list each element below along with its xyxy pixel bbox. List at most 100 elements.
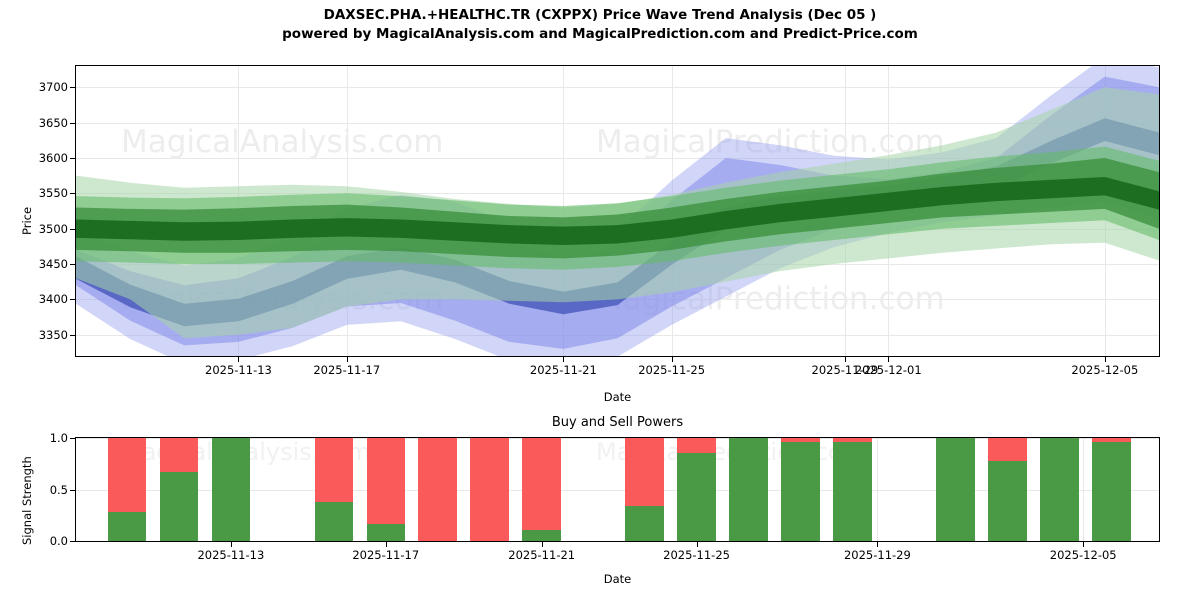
buy-power-bar (677, 453, 716, 541)
signal-bar (418, 438, 457, 541)
buy-power-bar (522, 529, 561, 541)
price-xtick-mark (888, 357, 890, 362)
signal-bar (470, 438, 509, 541)
price-xtick-label: 2025-11-25 (638, 363, 706, 377)
signal-gridline (76, 438, 1159, 439)
signal-xtick-label: 2025-11-21 (508, 548, 576, 562)
signal-ytick-label: 1.0 (49, 431, 68, 445)
buy-power-bar (936, 438, 975, 541)
buy-power-bar (781, 442, 820, 541)
price-ytick-label: 3550 (38, 186, 68, 201)
price-xtick-label: 2025-11-17 (313, 363, 381, 377)
signal-bar (522, 438, 561, 541)
price-xtick-mark (844, 357, 846, 362)
price-ytick-mark (70, 228, 75, 230)
signal-vgridline (877, 438, 879, 541)
price-ytick-label: 3700 (38, 80, 68, 95)
signal-bar (159, 438, 199, 541)
buy-power-bar (107, 512, 147, 541)
price-ytick-label: 3350 (38, 327, 68, 342)
signal-bar (107, 438, 147, 541)
price-xtick-mark (238, 357, 240, 362)
price-xtick-mark (563, 357, 565, 362)
price-ytick-label: 3600 (38, 150, 68, 165)
signal-xtick-mark (385, 542, 387, 547)
buy-power-bar (211, 438, 251, 541)
price-gridline (76, 157, 1159, 159)
sell-power-bar (418, 438, 457, 541)
price-ytick-label: 3450 (38, 257, 68, 272)
price-gridline (76, 193, 1159, 195)
price-ytick-mark (70, 334, 75, 336)
signal-ytick-mark (70, 541, 75, 542)
price-chart-xaxis-title: Date (603, 390, 632, 404)
signal-bar (1092, 438, 1131, 541)
price-ytick-mark (70, 157, 75, 159)
price-xtick-mark (671, 357, 673, 362)
signal-bar (729, 438, 768, 541)
buy-sell-chart-title: Buy and Sell Powers (551, 415, 684, 430)
buy-power-bar (988, 460, 1027, 541)
buy-power-bar (729, 438, 768, 541)
price-ytick-label: 3500 (38, 221, 68, 236)
price-ytick-mark (70, 87, 75, 89)
signal-bar (314, 438, 353, 541)
signal-xtick-mark (696, 542, 698, 547)
price-band-svg (76, 66, 1159, 356)
signal-bar (211, 438, 251, 541)
price-ytick-mark (70, 193, 75, 195)
price-ytick-mark (70, 299, 75, 301)
signal-bar (625, 438, 664, 541)
price-xtick-label: 2025-11-21 (529, 363, 597, 377)
signal-strength-axis-label: Signal Strength (20, 456, 34, 545)
signal-gridline (76, 489, 1159, 491)
price-ytick-mark (70, 122, 75, 124)
signal-bar (988, 438, 1027, 541)
page-title: DAXSEC.PHA.+HEALTHC.TR (CXPPX) Price Wav… (323, 7, 877, 23)
price-xtick-label: 2025-12-05 (1071, 363, 1139, 377)
buy-power-bar (1092, 442, 1131, 541)
signal-xtick-mark (541, 542, 543, 547)
buy-power-bar (833, 442, 872, 541)
price-gridline (76, 122, 1159, 124)
signal-xtick-label: 2025-11-25 (663, 548, 730, 562)
price-xtick-label: 2025-11-29 (811, 363, 879, 377)
signal-xtick-label: 2025-12-05 (1049, 548, 1117, 562)
signal-xtick-label: 2025-11-29 (843, 548, 911, 562)
buy-sell-chart-xaxis-title: Date (603, 572, 632, 586)
chart-title-block: DAXSEC.PHA.+HEALTHC.TR (CXPPX) Price Wav… (0, 6, 1200, 44)
signal-bar (936, 438, 975, 541)
page-subtitle: powered by MagicalAnalysis.com and Magic… (282, 26, 918, 42)
price-xtick-label: 2025-12-01 (854, 363, 922, 377)
sell-power-bar (470, 438, 509, 541)
signal-ytick-mark (70, 489, 75, 491)
price-gridline (76, 87, 1159, 89)
signal-bar (1040, 438, 1079, 541)
signal-vgridline (1083, 438, 1085, 541)
buy-power-bar (1040, 438, 1079, 541)
price-ytick-label: 3650 (38, 115, 68, 130)
signal-ytick-label: 0.0 (49, 534, 68, 548)
price-xtick-label: 2025-11-13 (205, 363, 272, 377)
signal-ytick-mark (70, 438, 75, 439)
signal-xtick-label: 2025-11-17 (352, 548, 420, 562)
signal-xtick-mark (877, 542, 879, 547)
price-wave-trend-chart: MagicalAnalysis.com MagicalPrediction.com… (75, 65, 1160, 357)
price-xtick-mark (346, 357, 348, 362)
buy-power-bar (314, 501, 353, 541)
signal-bar (366, 438, 405, 541)
buy-power-bar (159, 472, 199, 541)
price-ytick-label: 3400 (38, 292, 68, 307)
sell-power-bar (522, 438, 561, 541)
green-core-band (76, 177, 1159, 245)
signal-bar (677, 438, 716, 541)
signal-bar (833, 438, 872, 541)
signal-xtick-mark (1083, 542, 1085, 547)
buy-power-bar (625, 505, 664, 541)
price-xtick-mark (1104, 357, 1106, 362)
signal-ytick-label: 0.5 (49, 482, 68, 497)
buy-power-bar (366, 523, 405, 541)
price-ytick-mark (70, 264, 75, 266)
signal-xtick-label: 2025-11-13 (197, 548, 265, 562)
